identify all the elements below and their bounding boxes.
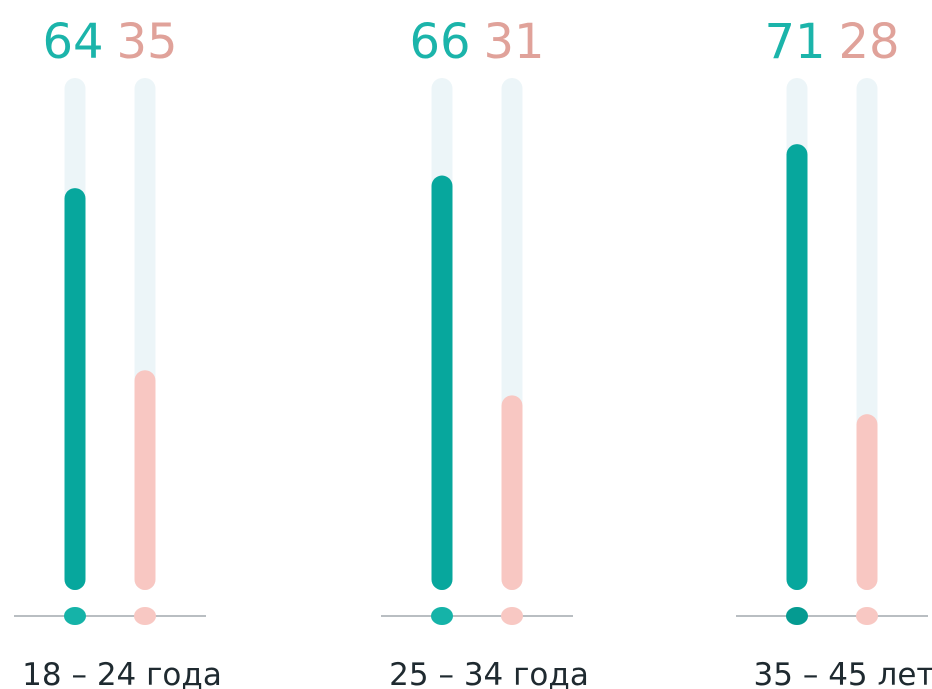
series-1-dot xyxy=(64,607,86,625)
series-1-dot xyxy=(431,607,453,625)
data-label-series-1: 66 xyxy=(409,14,470,70)
series-2-dot xyxy=(134,607,156,625)
series-2-dot xyxy=(856,607,878,625)
category-label: 18 – 24 года xyxy=(22,657,222,689)
bar-series-2 xyxy=(856,414,878,590)
series-1-dot xyxy=(786,607,808,625)
series-2-dot xyxy=(501,607,523,625)
data-label-series-2: 31 xyxy=(483,14,544,70)
bar-series-2 xyxy=(501,395,523,590)
data-label-series-1: 71 xyxy=(764,14,825,70)
category-label: 25 – 34 года xyxy=(389,657,589,689)
bar-series-1 xyxy=(64,188,86,590)
data-label-series-2: 28 xyxy=(838,14,899,70)
data-label-series-2: 35 xyxy=(116,14,177,70)
bar-series-1 xyxy=(786,144,808,590)
bar-series-1 xyxy=(431,175,453,590)
bar-series-2 xyxy=(134,370,156,590)
data-label-series-1: 64 xyxy=(42,14,103,70)
category-label: 35 – 45 лет xyxy=(754,657,932,689)
